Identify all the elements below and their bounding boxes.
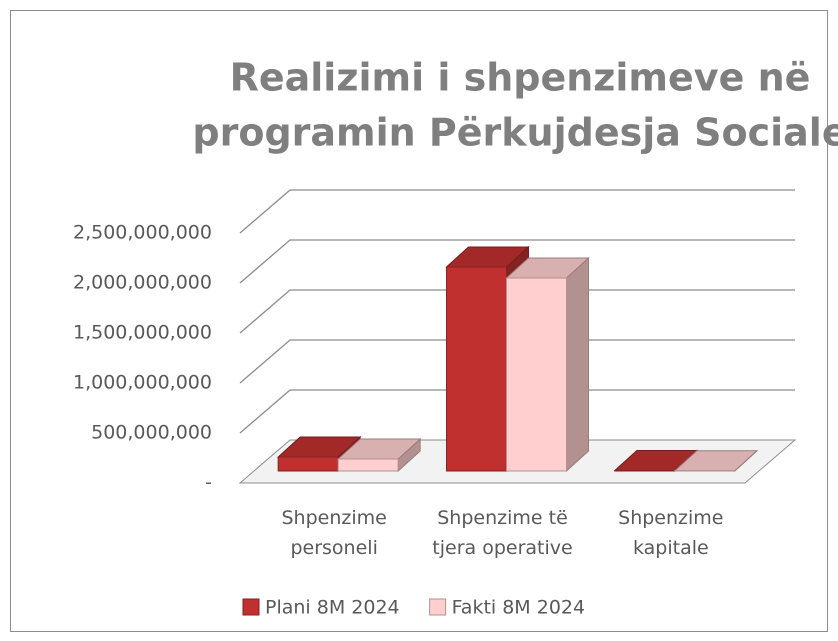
y-tick-label: 1,000,000,000	[73, 372, 212, 394]
chart-frame	[10, 10, 828, 632]
bar-front	[337, 458, 399, 472]
bar-front	[506, 277, 567, 472]
bar	[673, 449, 759, 473]
bar-side	[566, 256, 589, 473]
grid-line	[239, 189, 795, 234]
bar-front	[277, 456, 339, 472]
legend-swatch	[429, 598, 447, 616]
bar	[505, 256, 590, 473]
bar-front	[446, 266, 507, 472]
chart-title: programin Përkujdesja Sociale	[192, 111, 838, 155]
x-tick-label: Shpenzime kapitale	[618, 507, 723, 559]
y-tick-label: 2,000,000,000	[73, 272, 212, 294]
grid-line	[239, 339, 795, 384]
grid-line	[239, 239, 795, 284]
x-tick-label: Shpenzime të tjera operative	[432, 507, 572, 559]
chart-title: Realizimi i shpenzimeve në	[230, 56, 811, 100]
y-tick-label: 500,000,000	[91, 422, 212, 444]
y-tick-label: 1,500,000,000	[73, 322, 212, 344]
legend-label: Plani 8M 2024	[265, 597, 400, 619]
grid-line	[239, 389, 795, 434]
y-tick-label: 2,500,000,000	[73, 222, 212, 244]
bar-front	[614, 470, 676, 472]
x-tick-label: Shpenzime personeli	[281, 507, 386, 559]
grid-line	[239, 289, 795, 334]
legend-swatch	[242, 598, 260, 616]
y-tick-label: -	[205, 472, 212, 494]
bar	[336, 437, 422, 473]
legend-label: Fakti 8M 2024	[452, 597, 585, 619]
